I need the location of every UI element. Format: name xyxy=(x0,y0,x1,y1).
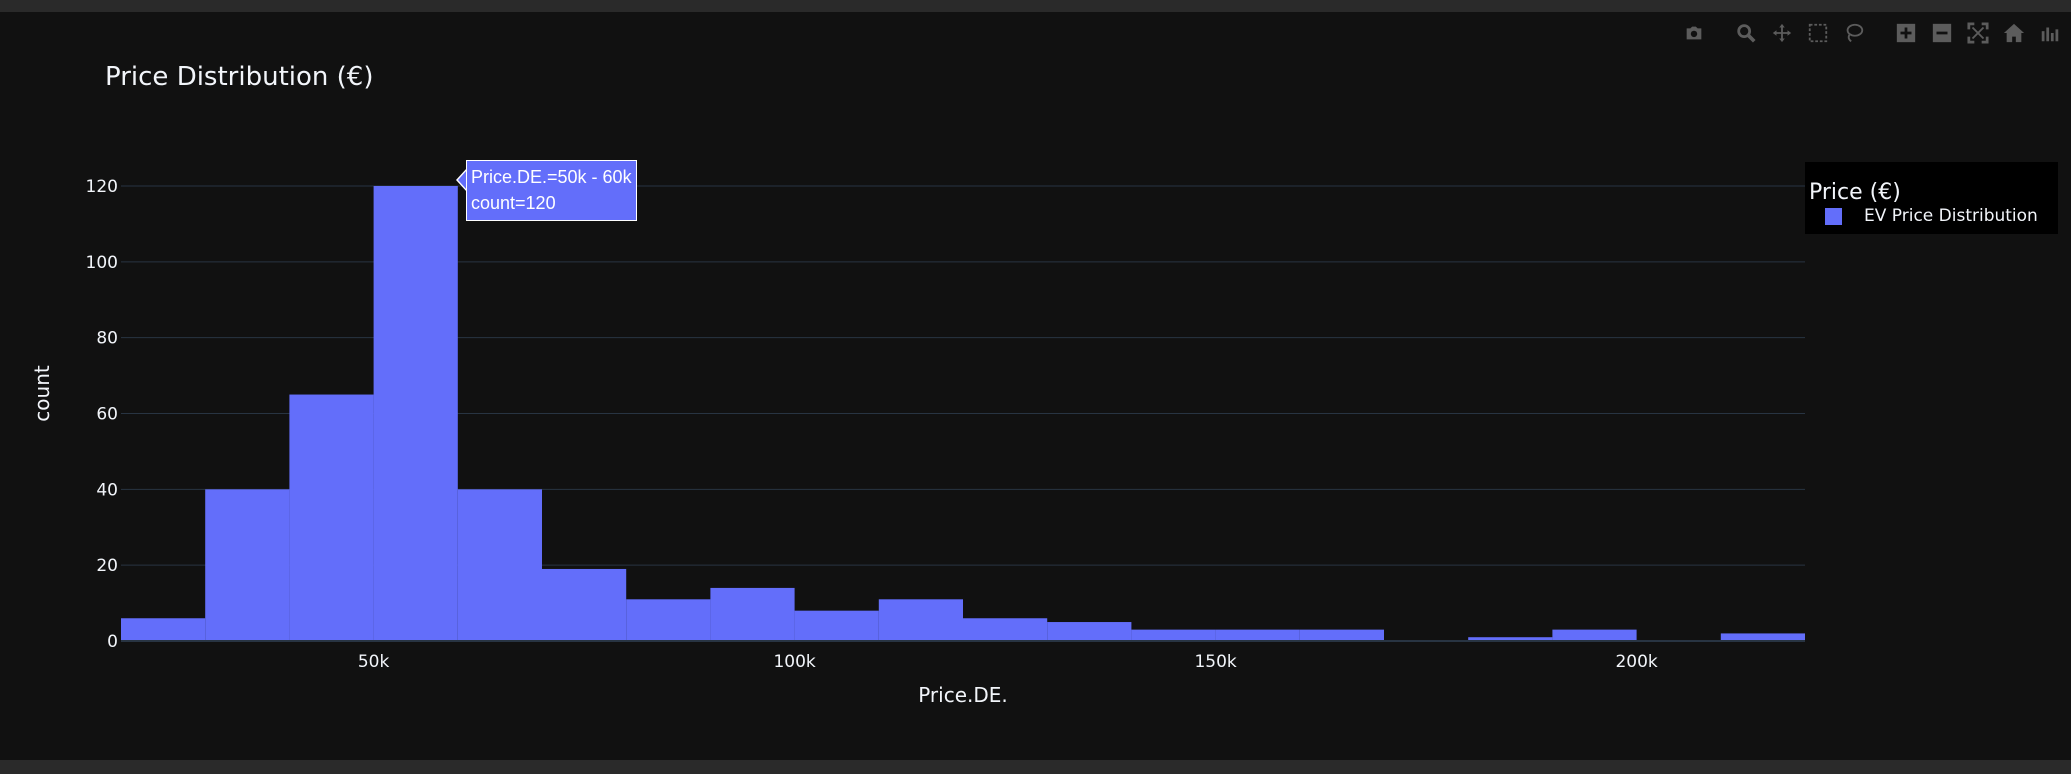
y-tick-label: 40 xyxy=(96,480,118,500)
y-tick-label: 20 xyxy=(96,556,118,576)
histogram-bar[interactable] xyxy=(1552,629,1637,641)
histogram-bar[interactable] xyxy=(373,186,458,641)
x-axis-label: Price.DE. xyxy=(918,683,1008,707)
zoom-out-icon[interactable] xyxy=(1927,18,1957,48)
histogram-bar[interactable] xyxy=(710,587,795,641)
histogram-bar[interactable] xyxy=(1215,629,1300,641)
x-tick-label: 150k xyxy=(1194,652,1236,672)
x-tick-label: 200k xyxy=(1615,652,1657,672)
legend-swatch xyxy=(1825,207,1842,225)
y-tick-label: 60 xyxy=(96,405,118,425)
histogram-bar[interactable] xyxy=(1131,629,1216,641)
histogram-bar[interactable] xyxy=(121,618,206,641)
reset-axes-icon[interactable] xyxy=(1999,18,2029,48)
y-axis-label: count xyxy=(30,365,54,422)
histogram-bar[interactable] xyxy=(878,599,963,641)
histogram-bar[interactable] xyxy=(1047,622,1132,641)
legend-title: Price (€) xyxy=(1809,180,1901,205)
x-tick-label: 100k xyxy=(773,652,815,672)
tooltip-count: count=120 xyxy=(471,193,556,213)
chart-title: Price Distribution (€) xyxy=(105,62,373,92)
tooltip-range: Price.DE.=50k - 60k xyxy=(471,167,632,187)
histogram-bar[interactable] xyxy=(794,610,879,641)
histogram-bar[interactable] xyxy=(1468,637,1553,641)
plotly-logo-icon[interactable] xyxy=(2035,18,2065,48)
x-tick-label: 50k xyxy=(358,652,390,672)
histogram-chart[interactable]: Price Distribution (€) 0 20 40 60 80 100 120 50k… xyxy=(0,12,2071,760)
zoom-in-icon[interactable] xyxy=(1891,18,1921,48)
modebar xyxy=(1679,16,2071,50)
y-tick-label: 100 xyxy=(86,253,118,273)
hover-tooltip: Price.DE.=50k - 60k count=120 xyxy=(466,160,637,221)
autoscale-icon[interactable] xyxy=(1963,18,1993,48)
histogram-bar[interactable] xyxy=(963,618,1048,641)
camera-icon[interactable] xyxy=(1679,18,1709,48)
legend: Price (€) EV Price Distribution xyxy=(1805,162,2058,234)
y-tick-label: 80 xyxy=(96,329,118,349)
histogram-bar[interactable] xyxy=(1720,633,1805,641)
histogram-bar[interactable] xyxy=(1299,629,1384,641)
legend-item-label: EV Price Distribution xyxy=(1864,206,2038,226)
histogram-bar[interactable] xyxy=(205,489,290,641)
histogram-bar[interactable] xyxy=(457,489,542,641)
histogram-bar[interactable] xyxy=(289,394,374,641)
legend-item-ev-price-distribution[interactable]: EV Price Distribution xyxy=(1825,204,2038,228)
histogram-bar[interactable] xyxy=(626,599,711,641)
histogram-bar[interactable] xyxy=(542,568,627,641)
y-tick-label: 0 xyxy=(107,632,118,652)
box-select-icon[interactable] xyxy=(1803,18,1833,48)
chart-container: Price Distribution (€) 0 20 40 60 80 100 120 50k… xyxy=(0,12,2071,760)
y-tick-label: 120 xyxy=(86,177,118,197)
pan-icon[interactable] xyxy=(1767,18,1797,48)
zoom-icon[interactable] xyxy=(1731,18,1761,48)
lasso-select-icon[interactable] xyxy=(1839,18,1869,48)
